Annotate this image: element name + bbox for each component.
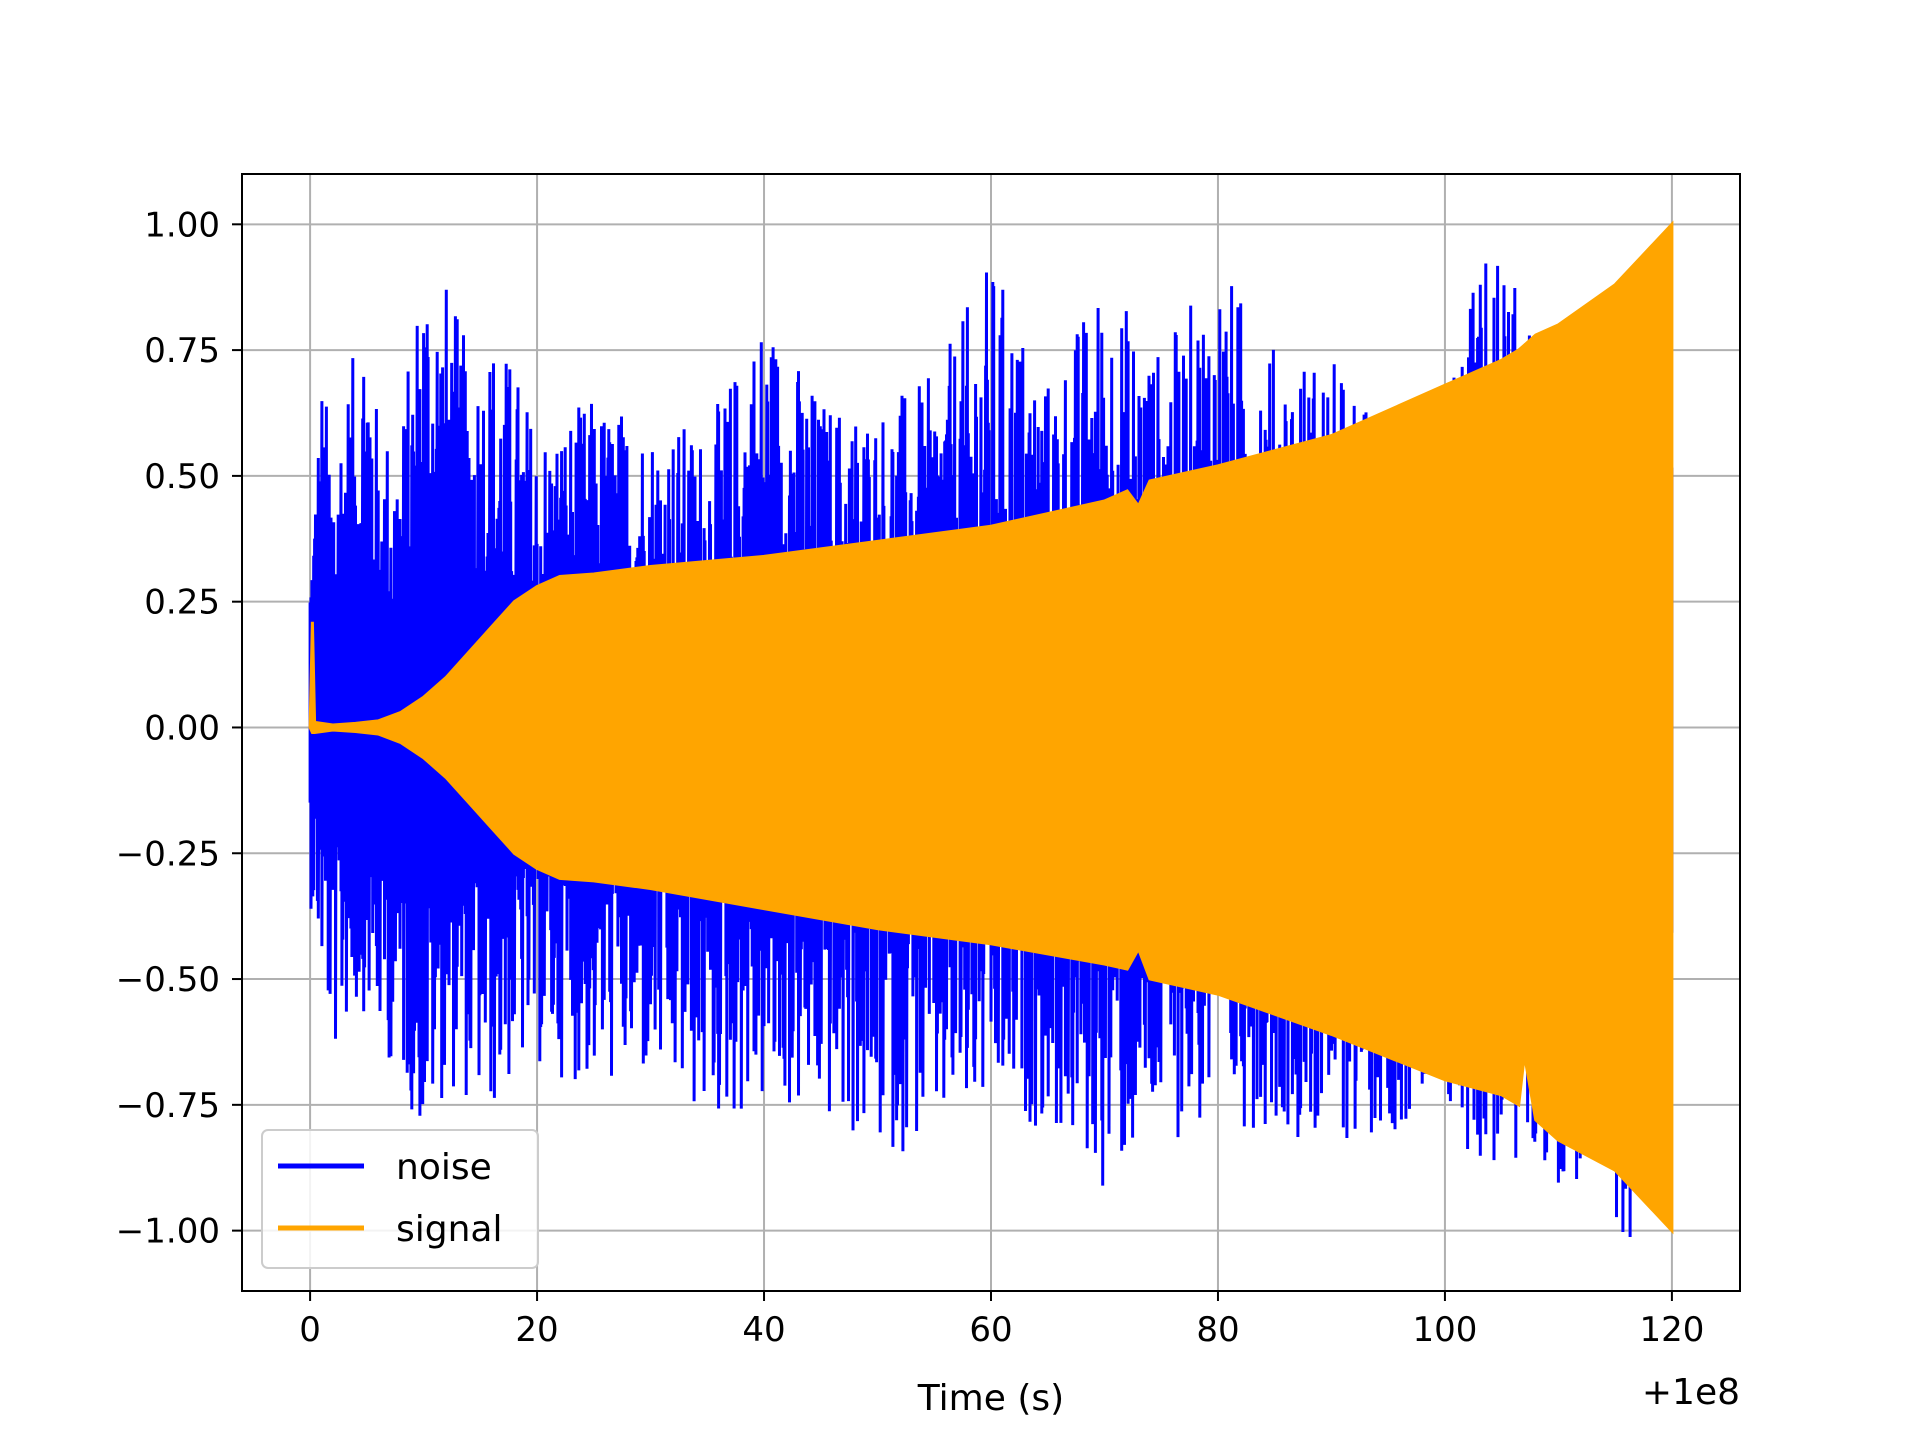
y-tick-label-0: −1.00	[116, 1212, 220, 1252]
y-tick-label-7: 0.75	[144, 331, 220, 371]
legend-label-noise: noise	[396, 1147, 492, 1188]
y-tick-label-1: −0.75	[116, 1086, 220, 1126]
axis-ticks: 0 20 40 60 80 100 120 −1.00 −0.75 −0.50 −0.25 0.00 0…	[116, 205, 1705, 1350]
x-tick-label-4: 80	[1196, 1310, 1239, 1350]
x-tick-label-1: 20	[515, 1310, 558, 1350]
y-tick-label-3: −0.25	[116, 834, 220, 874]
x-tick-label-6: 120	[1639, 1310, 1704, 1350]
y-tick-label-5: 0.25	[144, 583, 220, 623]
legend: noise signal	[261, 1129, 539, 1269]
y-tick-label-8: 1.00	[144, 205, 220, 245]
plot-area	[308, 220, 1674, 1238]
series-signal-area	[308, 220, 1674, 1235]
x-tick-label-5: 100	[1412, 1310, 1477, 1350]
x-tick-label-3: 60	[969, 1310, 1012, 1350]
y-tick-label-4: 0.00	[144, 708, 220, 748]
legend-label-signal: signal	[396, 1209, 503, 1250]
x-tick-label-2: 40	[742, 1310, 785, 1350]
series-layer	[308, 220, 1674, 1238]
y-tick-label-6: 0.50	[144, 457, 220, 497]
x-axis-offset-label: +1e8	[1642, 1372, 1740, 1413]
y-tick-label-2: −0.50	[116, 960, 220, 1000]
x-axis-label: Time (s)	[917, 1378, 1064, 1419]
x-tick-label-0: 0	[299, 1310, 321, 1350]
